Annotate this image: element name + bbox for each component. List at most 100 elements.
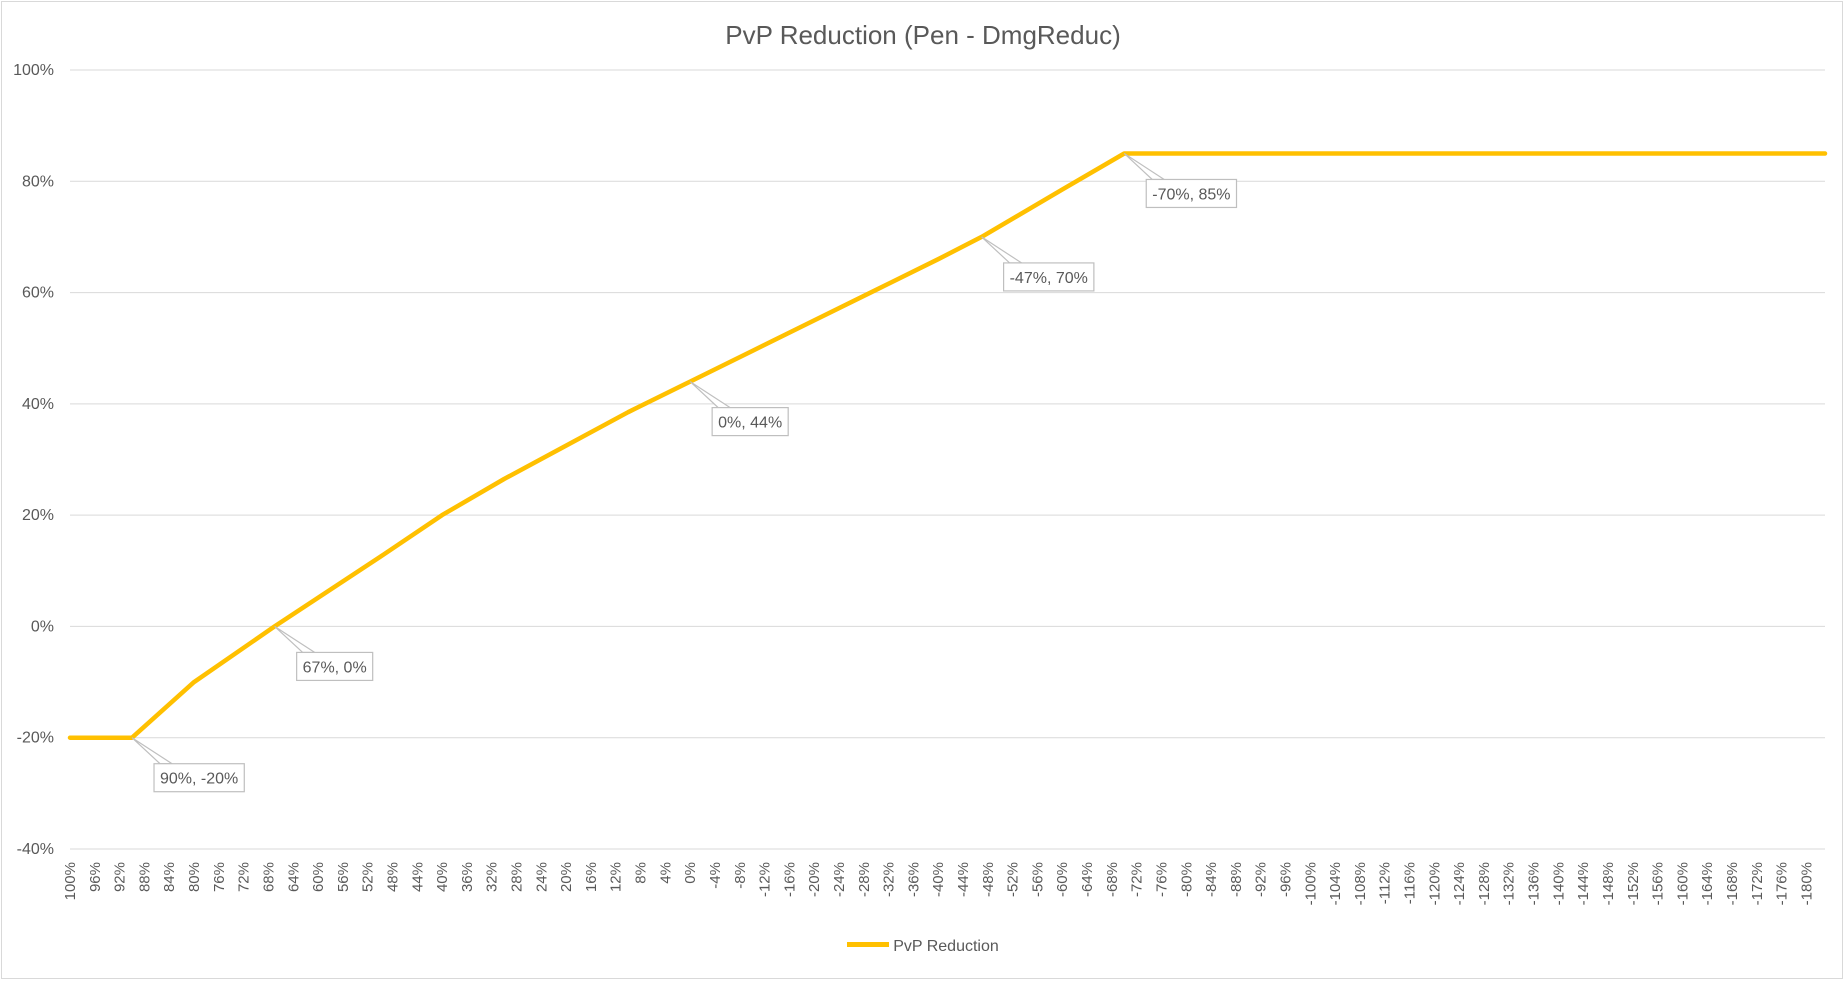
x-tick-label: -108%: [1352, 862, 1369, 905]
x-tick-label: 12%: [608, 862, 625, 892]
x-tick-label: -72%: [1129, 862, 1146, 897]
x-tick-label: -80%: [1178, 862, 1195, 897]
y-axis: 100% 80% 60% 40% 20% 0% -20% -40%: [13, 62, 54, 858]
x-tick-label: -28%: [856, 862, 873, 897]
x-tick-label: -16%: [781, 862, 798, 897]
gridlines: [70, 69, 1825, 850]
x-tick-label: 40%: [434, 862, 451, 892]
x-tick-label: -176%: [1774, 862, 1791, 905]
x-tick-label: 52%: [360, 862, 377, 892]
x-tick-label: -164%: [1699, 862, 1716, 905]
x-tick-label: -48%: [980, 862, 997, 897]
y-tick-label: 100%: [13, 62, 54, 79]
x-tick-label: -4%: [707, 862, 724, 889]
x-tick-label: -104%: [1327, 862, 1344, 905]
callout-box: [296, 651, 374, 682]
x-tick-label: 0%: [682, 862, 699, 884]
x-tick-label: -136%: [1526, 862, 1543, 905]
data-label-callout: 67%, 0%: [274, 625, 374, 682]
data-label: 0%, 44%: [718, 415, 782, 432]
data-label-callout: -70%, 85%: [1123, 152, 1238, 209]
x-tick-label: -12%: [757, 862, 774, 897]
chart-title: PvP Reduction (Pen - DmgReduc): [725, 20, 1121, 50]
x-tick-label: -64%: [1079, 862, 1096, 897]
x-tick-label: 100%: [62, 862, 79, 900]
x-tick-label: -156%: [1650, 862, 1667, 905]
x-tick-label: -148%: [1600, 862, 1617, 905]
x-tick-label: 16%: [583, 862, 600, 892]
x-tick-label: -76%: [1153, 862, 1170, 897]
x-tick-label: -128%: [1476, 862, 1493, 905]
y-tick-label: 20%: [22, 507, 54, 524]
callout-pointer: [131, 737, 175, 765]
x-tick-label: -32%: [881, 862, 898, 897]
x-tick-label: 92%: [112, 862, 129, 892]
x-tick-label: 48%: [384, 862, 401, 892]
x-tick-label: -180%: [1798, 862, 1815, 905]
x-tick-label: 84%: [161, 862, 178, 892]
x-tick-label: -84%: [1203, 862, 1220, 897]
x-tick-label: 68%: [260, 862, 277, 892]
series-line[interactable]: [67, 151, 1828, 740]
x-tick-label: -68%: [1104, 862, 1121, 897]
callout-box: [1145, 178, 1238, 209]
x-tick-label: 80%: [186, 862, 203, 892]
x-tick-label: -52%: [1005, 862, 1022, 897]
x-tick-label: -152%: [1625, 862, 1642, 905]
x-axis: 100% 96% 92% 88% 84% 80% 76% 72% 68% 64% 60% 56% 52%…: [62, 862, 1815, 905]
annotations: 90%, -20% 67%, 0% 0%, 44% -47%, 70% -70%, 85…: [131, 152, 1238, 793]
x-tick-label: -132%: [1501, 862, 1518, 905]
x-tick-label: 36%: [459, 862, 476, 892]
x-tick-label: 32%: [484, 862, 501, 892]
x-tick-label: -144%: [1575, 862, 1592, 905]
x-tick-label: -36%: [905, 862, 922, 897]
x-tick-label: -160%: [1674, 862, 1691, 905]
x-tick-label: -96%: [1277, 862, 1294, 897]
x-tick-label: 56%: [335, 862, 352, 892]
x-tick-label: -100%: [1302, 862, 1319, 905]
x-tick-label: 4%: [657, 862, 674, 884]
x-tick-label: -24%: [831, 862, 848, 897]
x-tick-label: -20%: [806, 862, 823, 897]
x-tick-label: -168%: [1724, 862, 1741, 905]
y-tick-label: 0%: [31, 618, 54, 635]
x-tick-label: 28%: [509, 862, 526, 892]
data-label-callout: -47%, 70%: [981, 236, 1095, 292]
y-tick-label: 40%: [22, 396, 54, 413]
x-tick-label: -88%: [1228, 862, 1245, 897]
x-tick-label: -92%: [1253, 862, 1270, 897]
y-tick-label: 80%: [22, 173, 54, 190]
data-label: -70%, 85%: [1152, 186, 1230, 203]
data-label: 67%, 0%: [303, 659, 367, 676]
legend[interactable]: PvP Reduction: [0, 938, 1846, 956]
x-tick-label: -44%: [955, 862, 972, 897]
data-label: 90%, -20%: [160, 771, 238, 788]
series-layer: [67, 151, 1828, 740]
x-tick-label: -120%: [1426, 862, 1443, 905]
x-tick-label: -112%: [1377, 862, 1394, 904]
x-tick-label: 88%: [136, 862, 153, 892]
legend-swatch: [847, 942, 890, 948]
x-tick-label: -40%: [930, 862, 947, 897]
data-label-callout: 0%, 44%: [689, 381, 789, 437]
x-tick-label: 72%: [236, 862, 253, 892]
callout-pointer: [1123, 152, 1167, 181]
x-tick-label: -8%: [732, 862, 749, 889]
x-tick-label: 76%: [211, 862, 228, 892]
data-label-callout: 90%, -20%: [131, 737, 245, 793]
x-tick-label: -60%: [1054, 862, 1071, 897]
x-tick-label: -56%: [1029, 862, 1046, 897]
legend-label: PvP Reduction: [893, 938, 999, 955]
x-tick-label: -116%: [1402, 862, 1419, 904]
x-tick-label: 96%: [87, 862, 104, 892]
x-tick-label: 24%: [533, 862, 550, 892]
y-tick-label: 60%: [22, 285, 54, 302]
y-tick-label: -40%: [17, 841, 54, 858]
x-tick-label: -124%: [1451, 862, 1468, 905]
callout-box: [711, 407, 789, 437]
x-tick-label: 64%: [285, 862, 302, 892]
y-tick-label: -20%: [17, 730, 54, 747]
callout-pointer: [981, 236, 1024, 264]
x-tick-label: -140%: [1550, 862, 1567, 905]
